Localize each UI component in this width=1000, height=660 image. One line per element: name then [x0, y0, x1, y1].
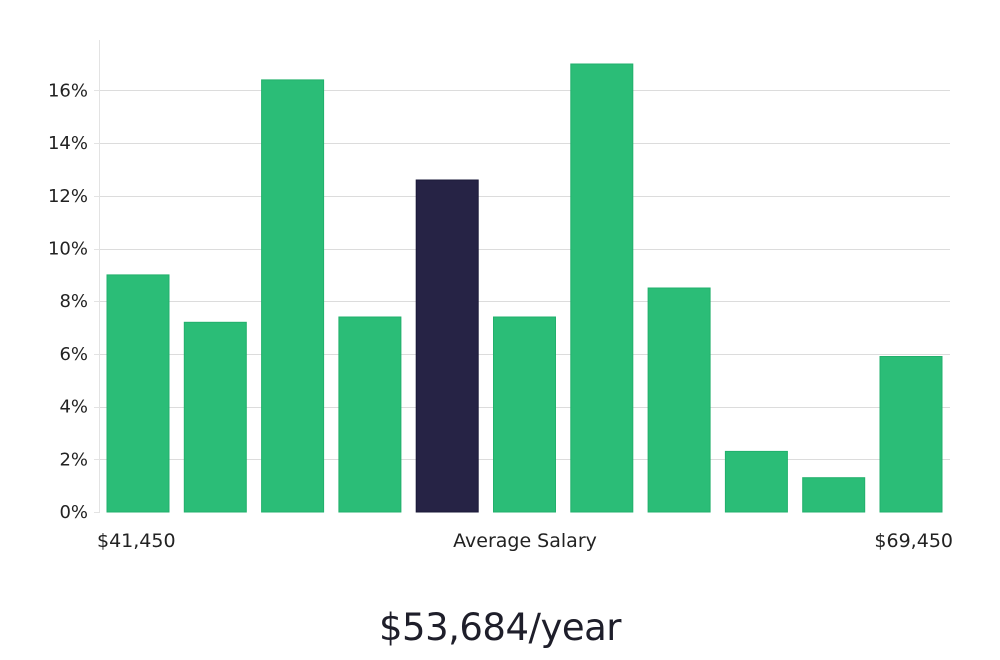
- y-tick-label: 0%: [59, 502, 88, 523]
- y-tick-label: 2%: [59, 449, 88, 470]
- bar: [570, 63, 634, 513]
- bar: [724, 450, 788, 513]
- y-tick-label: 16%: [48, 80, 88, 101]
- y-tick-label: 8%: [59, 291, 88, 312]
- average-salary-value: $53,684/year: [378, 606, 622, 649]
- x-axis-title: Average Salary: [453, 530, 597, 552]
- y-axis-ticks: 0% 2% 4% 6% 8% 10% 12% 14% 16%: [48, 80, 100, 523]
- y-tick-label: 12%: [48, 186, 88, 207]
- bar: [261, 79, 325, 513]
- x-min-label: $41,450: [97, 530, 176, 552]
- y-tick-label: 6%: [59, 344, 88, 365]
- bar-average-salary: [415, 179, 479, 513]
- bar: [338, 316, 402, 513]
- bar: [106, 274, 170, 513]
- bar: [802, 477, 866, 513]
- bar: [647, 287, 711, 513]
- bar: [183, 321, 247, 513]
- x-max-label: $69,450: [874, 530, 953, 552]
- salary-histogram: 0% 2% 4% 6% 8% 10% 12% 14% 16% $41,450 Average S…: [48, 40, 953, 552]
- y-tick-label: 14%: [48, 133, 88, 154]
- y-tick-label: 10%: [48, 239, 88, 260]
- y-tick-label: 4%: [59, 397, 88, 418]
- bar: [879, 356, 943, 513]
- bar: [493, 316, 556, 513]
- bars: [106, 63, 943, 513]
